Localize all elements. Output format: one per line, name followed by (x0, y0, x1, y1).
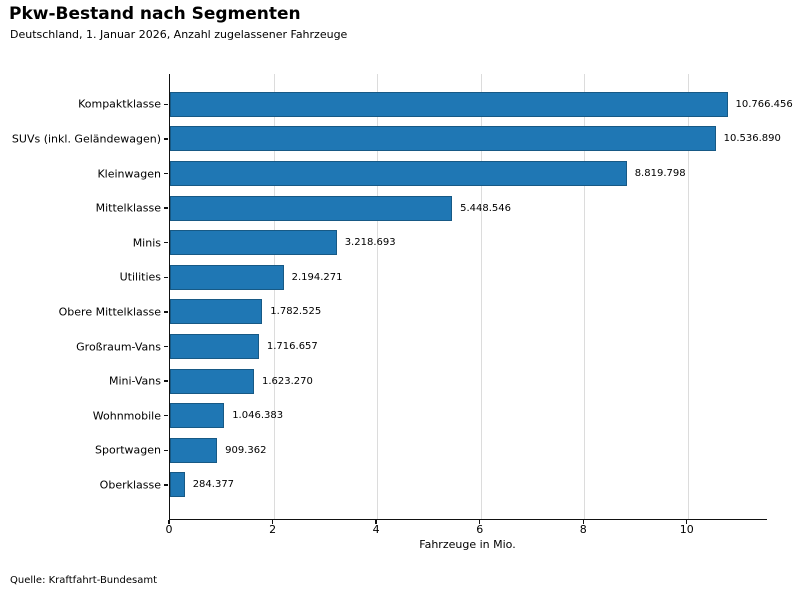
category-label: Obere Mittelklasse (58, 305, 161, 319)
value-label: 1.046.383 (232, 410, 284, 422)
value-label: 1.782.525 (270, 306, 322, 318)
gridline-x10 (687, 74, 689, 519)
x-tick-label: 6 (476, 523, 484, 536)
category-label: Mittelklasse (95, 201, 161, 215)
value-label: 284.377 (192, 479, 235, 491)
category-label: SUVs (inkl. Geländewagen) (11, 132, 161, 146)
category-label: Minis (132, 236, 161, 250)
y-tick-mark (164, 103, 168, 105)
x-tick-mark (375, 520, 377, 524)
bar (170, 230, 337, 256)
bar (170, 91, 728, 117)
y-tick-mark (164, 449, 168, 451)
gridline-x6 (480, 74, 482, 519)
y-tick-mark (164, 415, 168, 417)
x-axis-title: Fahrzeuge in Mio. (419, 538, 516, 551)
value-label: 8.819.798 (634, 168, 686, 179)
gridline-x2 (273, 74, 275, 519)
x-tick-mark (479, 520, 481, 524)
plot-area: 10.766.456 10.536.890 8.819.798 5.448.546 3.… (169, 74, 793, 520)
value-label: 1.623.270 (262, 375, 313, 387)
y-tick-mark (164, 311, 168, 313)
bar (170, 368, 254, 394)
bar (170, 126, 716, 152)
bar (170, 334, 259, 359)
y-tick-mark (164, 345, 168, 348)
category-label: Kleinwagen (97, 167, 161, 180)
value-label: 10.766.456 (735, 98, 793, 110)
bar (170, 403, 225, 429)
category-label: Kompaktklasse (78, 97, 161, 111)
source-note: Quelle: Kraftfahrt-Bundesamt (10, 575, 157, 586)
gridline-x8 (584, 74, 586, 519)
x-tick-mark (686, 520, 688, 524)
bar (170, 264, 284, 290)
x-tick-mark (271, 520, 274, 524)
x-tick-mark (582, 520, 584, 524)
bar (170, 161, 627, 186)
y-tick-mark (164, 207, 168, 209)
category-label: Sportwagen (95, 443, 161, 457)
value-label: 3.218.693 (344, 237, 396, 249)
y-tick-mark (164, 380, 168, 382)
x-tick-label: 2 (269, 523, 277, 536)
x-tick-label: 0 (165, 523, 173, 536)
y-tick-mark (164, 484, 168, 486)
y-tick-mark (164, 138, 168, 140)
y-tick-mark (164, 276, 168, 278)
bar (170, 195, 453, 221)
bar (170, 437, 218, 463)
y-tick-mark (164, 242, 168, 244)
value-label: 5.448.546 (460, 202, 511, 214)
chart-title: Pkw-Bestand nach Segmenten (9, 4, 301, 24)
bar (170, 299, 263, 325)
value-label: 1.716.657 (266, 341, 318, 352)
x-tick-label: 8 (579, 523, 587, 536)
gridline-x4 (377, 74, 379, 519)
category-label: Großraum-Vans (76, 340, 161, 353)
x-tick-label: 10 (679, 523, 694, 536)
value-label: 10.536.890 (723, 133, 781, 145)
category-label: Oberklasse (99, 478, 161, 492)
bar (170, 472, 185, 498)
chart-subtitle: Deutschland, 1. Januar 2026, Anzahl zuge… (10, 28, 348, 41)
value-label: 909.362 (225, 444, 267, 456)
y-tick-mark (164, 172, 168, 175)
category-label: Wohnmobile (92, 409, 161, 423)
value-label: 2.194.271 (291, 271, 343, 283)
x-tick-mark (168, 520, 170, 524)
category-label: Mini-Vans (108, 374, 161, 388)
x-tick-label: 4 (372, 523, 380, 536)
category-label: Utilities (119, 270, 161, 284)
